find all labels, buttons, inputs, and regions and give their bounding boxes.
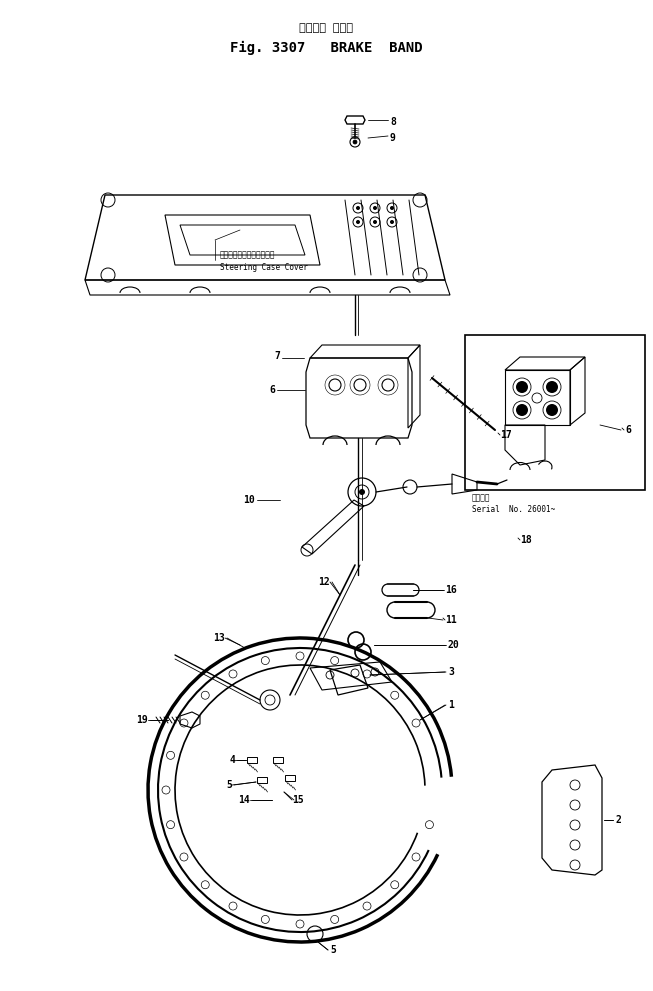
Text: 7: 7: [274, 351, 280, 361]
Bar: [465, 335, 645, 490]
Circle shape: [296, 920, 304, 928]
Circle shape: [180, 853, 188, 861]
Circle shape: [356, 206, 360, 210]
Circle shape: [261, 657, 269, 665]
Text: 19: 19: [136, 715, 148, 725]
Circle shape: [261, 916, 269, 924]
Text: 20: 20: [448, 640, 460, 650]
Circle shape: [546, 381, 558, 393]
Circle shape: [363, 902, 371, 910]
Text: 8: 8: [390, 117, 396, 127]
Circle shape: [296, 652, 304, 660]
Text: 9: 9: [390, 133, 396, 143]
Text: 15: 15: [292, 795, 304, 805]
Circle shape: [229, 670, 237, 678]
Text: 4: 4: [229, 755, 235, 765]
Text: 13: 13: [214, 633, 225, 643]
Circle shape: [390, 206, 394, 210]
Text: 14: 14: [238, 795, 250, 805]
Circle shape: [162, 786, 170, 794]
Text: 6: 6: [269, 385, 275, 395]
Circle shape: [229, 902, 237, 910]
Text: 3: 3: [448, 667, 454, 677]
Circle shape: [356, 220, 360, 224]
Circle shape: [359, 489, 365, 495]
Text: 2: 2: [615, 815, 621, 825]
Circle shape: [546, 404, 558, 416]
Circle shape: [167, 821, 174, 828]
Text: 11: 11: [445, 615, 456, 625]
Circle shape: [353, 140, 357, 144]
Circle shape: [390, 881, 399, 889]
Circle shape: [412, 853, 420, 861]
Circle shape: [167, 751, 174, 759]
Text: ブレーキ バンド: ブレーキ バンド: [299, 23, 353, 33]
Circle shape: [373, 220, 377, 224]
Text: 10: 10: [244, 495, 255, 505]
Circle shape: [516, 381, 528, 393]
Text: Serial  No. 26001~: Serial No. 26001~: [472, 505, 555, 514]
Circle shape: [363, 670, 371, 678]
Text: 適用号機: 適用号機: [472, 494, 490, 502]
Circle shape: [201, 692, 209, 700]
Text: 5: 5: [226, 780, 232, 790]
Text: 16: 16: [445, 585, 456, 595]
Text: Steering Case Cover: Steering Case Cover: [220, 263, 308, 272]
Circle shape: [180, 719, 188, 727]
Text: 18: 18: [520, 535, 532, 545]
Text: ステアリングケースカバー: ステアリングケースカバー: [220, 251, 276, 260]
Circle shape: [330, 657, 339, 665]
Text: 5: 5: [330, 945, 336, 955]
Circle shape: [412, 719, 420, 727]
Circle shape: [373, 206, 377, 210]
Circle shape: [390, 220, 394, 224]
Circle shape: [516, 404, 528, 416]
Text: 6: 6: [625, 425, 631, 435]
Circle shape: [201, 881, 209, 889]
Circle shape: [330, 916, 339, 924]
Circle shape: [426, 821, 434, 828]
Text: 1: 1: [448, 700, 454, 710]
Text: 17: 17: [500, 430, 512, 440]
Circle shape: [390, 692, 399, 700]
Text: Fig. 3307   BRAKE  BAND: Fig. 3307 BRAKE BAND: [230, 41, 422, 55]
Text: 12: 12: [318, 577, 330, 587]
